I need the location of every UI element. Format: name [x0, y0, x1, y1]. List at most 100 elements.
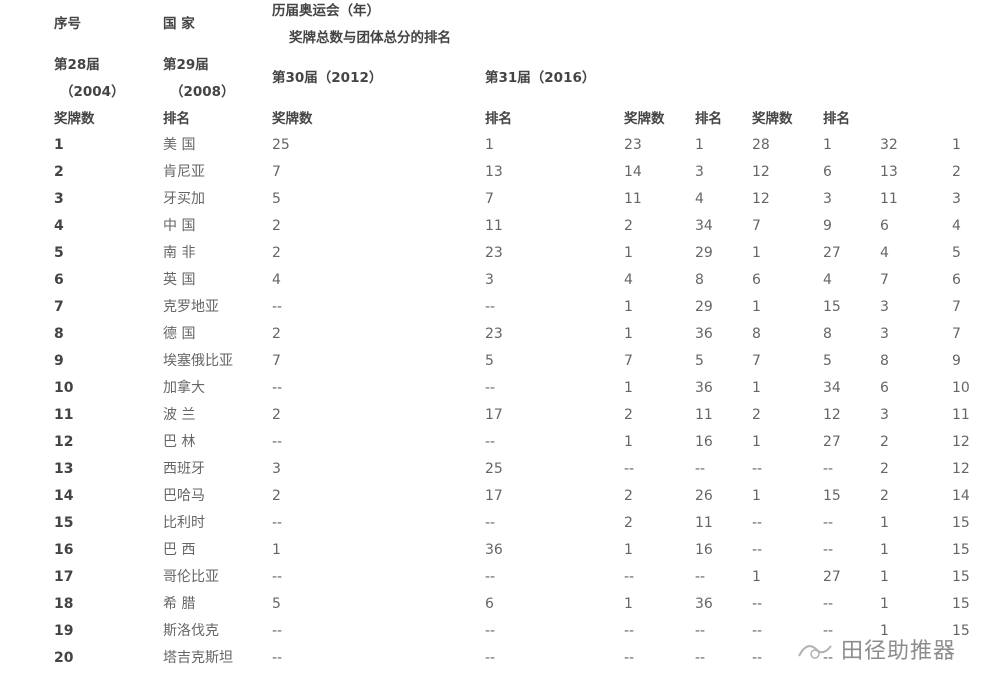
- table-cell: 25: [272, 137, 290, 153]
- table-row: 8 德 国 2 23 1 36 8 8 3 7: [0, 325, 1001, 352]
- table-cell: 27: [823, 569, 841, 585]
- table-cell: 1: [624, 299, 633, 315]
- table-cell: 4: [952, 218, 961, 234]
- subheader: 奖牌数: [272, 111, 313, 127]
- table-row: 13 西班牙 3 25 -- -- -- -- 2 12: [0, 460, 1001, 487]
- table-cell: 1: [624, 245, 633, 261]
- table-cell: 14: [624, 164, 642, 180]
- table-cell: --: [695, 623, 706, 639]
- row-index: 18: [54, 596, 74, 612]
- row-index: 10: [54, 380, 74, 396]
- table-cell: 15: [823, 488, 841, 504]
- row-index: 6: [54, 272, 64, 288]
- table-cell: 23: [485, 245, 503, 261]
- country-name: 巴 西: [163, 542, 196, 558]
- table-cell: --: [624, 650, 635, 666]
- watermark: 田径助推器: [795, 633, 956, 665]
- table-cell: --: [695, 569, 706, 585]
- table-cell: 12: [952, 434, 970, 450]
- table-cell: --: [823, 461, 834, 477]
- watermark-logo-icon: [798, 645, 832, 659]
- table-cell: --: [695, 461, 706, 477]
- row-index: 15: [54, 515, 74, 531]
- table-cell: 1: [752, 299, 761, 315]
- table-cell: 27: [823, 434, 841, 450]
- header-g29: 第29届: [163, 57, 209, 73]
- table-cell: 32: [880, 137, 898, 153]
- country-name: 德 国: [163, 326, 196, 342]
- table-cell: 5: [823, 353, 832, 369]
- table-cell: 3: [952, 191, 961, 207]
- row-index: 11: [54, 407, 74, 423]
- table-row: 1 美 国 25 1 23 1 28 1 32 1: [0, 136, 1001, 163]
- table-cell: 27: [823, 245, 841, 261]
- table-cell: 1: [880, 569, 889, 585]
- table-cell: 5: [272, 596, 281, 612]
- table-row: 9 埃塞俄比亚 7 5 7 5 7 5 8 9: [0, 352, 1001, 379]
- country-name: 希 腊: [163, 596, 196, 612]
- row-index: 8: [54, 326, 64, 342]
- row-index: 4: [54, 218, 64, 234]
- table-cell: 4: [695, 191, 704, 207]
- table-cell: 1: [752, 569, 761, 585]
- row-index: 17: [54, 569, 74, 585]
- country-name: 塔吉克斯坦: [163, 650, 233, 666]
- table-cell: --: [485, 380, 496, 396]
- table-cell: 7: [752, 218, 761, 234]
- table-cell: 15: [952, 596, 970, 612]
- table-cell: --: [485, 569, 496, 585]
- table-cell: 6: [952, 272, 961, 288]
- table-cell: --: [695, 650, 706, 666]
- table-cell: --: [752, 515, 763, 531]
- table-cell: --: [272, 299, 283, 315]
- table-cell: 3: [823, 191, 832, 207]
- table-cell: --: [823, 596, 834, 612]
- table-cell: 7: [272, 353, 281, 369]
- table-cell: 7: [952, 326, 961, 342]
- table-cell: 5: [485, 353, 494, 369]
- subheader: 奖牌数: [624, 111, 665, 127]
- table-cell: 1: [695, 137, 704, 153]
- row-index: 9: [54, 353, 64, 369]
- table-cell: 11: [952, 407, 970, 423]
- country-name: 中 国: [163, 218, 196, 234]
- header-country: 国 家: [163, 16, 195, 32]
- table-cell: 29: [695, 245, 713, 261]
- table-cell: 5: [952, 245, 961, 261]
- table-cell: --: [485, 623, 496, 639]
- table-row: 16 巴 西 1 36 1 16 -- -- 1 15: [0, 541, 1001, 568]
- country-name: 加拿大: [163, 380, 205, 396]
- table-cell: 2: [952, 164, 961, 180]
- table-cell: 15: [952, 623, 970, 639]
- header-g28: 第28届: [54, 57, 100, 73]
- table-cell: 23: [624, 137, 642, 153]
- table-row: 19 斯洛伐克 -- -- -- -- -- -- 1 15: [0, 622, 1001, 649]
- table-cell: --: [272, 569, 283, 585]
- table-cell: 6: [752, 272, 761, 288]
- table-cell: 11: [695, 407, 713, 423]
- table-cell: 7: [880, 272, 889, 288]
- table-cell: --: [752, 461, 763, 477]
- table-cell: 13: [880, 164, 898, 180]
- table-cell: 15: [952, 515, 970, 531]
- table-cell: 3: [880, 326, 889, 342]
- table-cell: 2: [272, 407, 281, 423]
- table-cell: 4: [624, 272, 633, 288]
- table-cell: 1: [880, 623, 889, 639]
- header-seq: 序号: [54, 16, 81, 32]
- table-cell: 2: [624, 515, 633, 531]
- subheader: 排名: [823, 111, 850, 127]
- country-name: 美 国: [163, 137, 196, 153]
- table-cell: --: [272, 434, 283, 450]
- table-cell: 2: [752, 407, 761, 423]
- table-cell: 8: [823, 326, 832, 342]
- table-cell: 1: [880, 596, 889, 612]
- table-cell: 34: [823, 380, 841, 396]
- table-cell: 17: [485, 488, 503, 504]
- table-cell: --: [485, 515, 496, 531]
- table-cell: 36: [695, 326, 713, 342]
- table-row: 12 巴 林 -- -- 1 16 1 27 2 12: [0, 433, 1001, 460]
- row-index: 7: [54, 299, 64, 315]
- table-cell: 11: [624, 191, 642, 207]
- table-cell: --: [624, 461, 635, 477]
